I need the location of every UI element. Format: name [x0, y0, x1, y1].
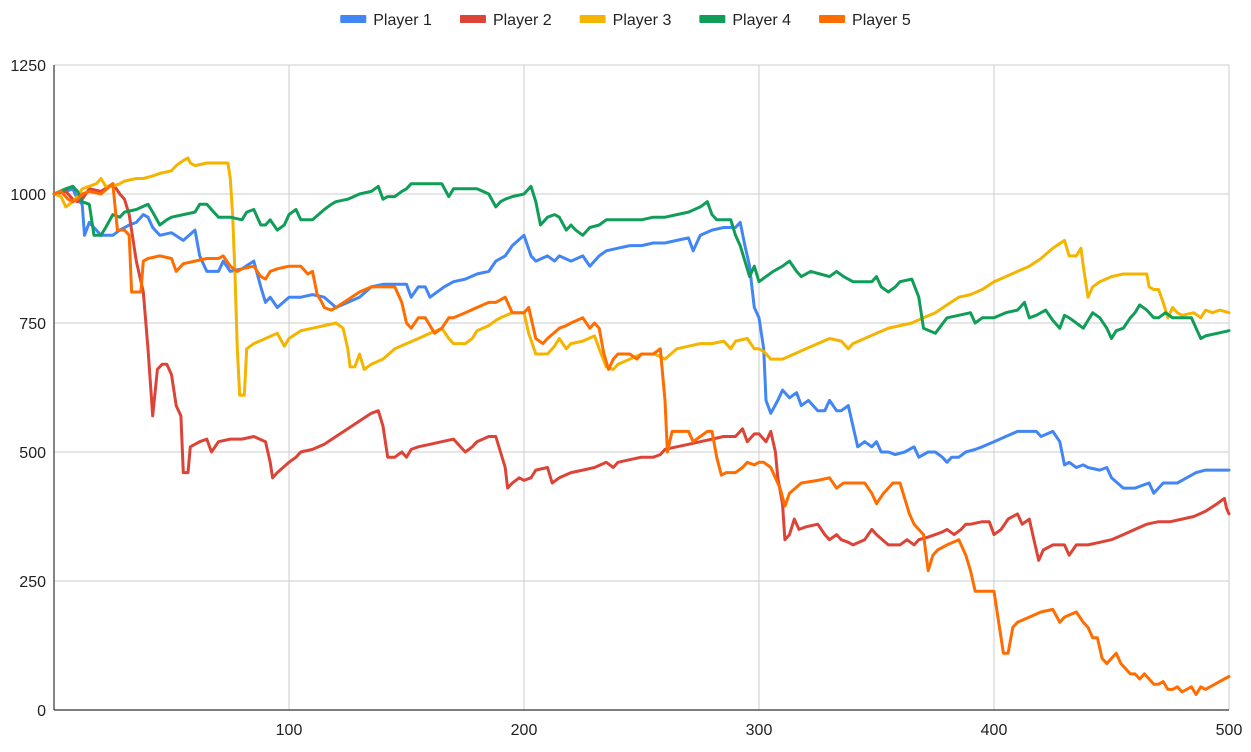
legend: Player 1 Player 2 Player 3 Player 4 Player 5	[340, 12, 911, 29]
x-tick-label: 400	[981, 722, 1008, 739]
series-line-player-2	[52, 182, 1231, 562]
legend-item-player-2[interactable]: Player 2	[459, 12, 552, 29]
x-tick-label: 300	[746, 722, 773, 739]
y-tick-label: 0	[37, 703, 46, 720]
legend-swatch	[819, 15, 846, 23]
legend-swatch	[699, 15, 726, 23]
legend-label: Player 2	[493, 12, 552, 29]
y-tick-label: 1250	[10, 58, 46, 75]
series-line-player-3	[52, 156, 1231, 397]
y-tick-label: 250	[19, 574, 46, 591]
legend-swatch	[459, 15, 486, 23]
legend-item-player-1[interactable]: Player 1	[340, 12, 432, 29]
y-tick-label: 750	[19, 316, 46, 333]
legend-item-player-3[interactable]: Player 3	[579, 12, 672, 29]
legend-item-player-4[interactable]: Player 4	[699, 12, 791, 29]
legend-label: Player 3	[613, 12, 672, 29]
x-tick-label: 100	[276, 722, 303, 739]
y-tick-label: 1000	[10, 187, 46, 204]
x-tick-label: 500	[1216, 722, 1243, 739]
y-tick-label: 500	[19, 445, 46, 462]
grid	[54, 64, 1230, 710]
legend-label: Player 5	[852, 12, 911, 29]
series-line-player-5	[52, 182, 1231, 696]
x-tick-label: 200	[511, 722, 538, 739]
legend-label: Player 1	[373, 12, 432, 29]
series-line-player-4	[52, 182, 1231, 340]
legend-swatch	[340, 15, 367, 23]
axes: 0 250 500 750 1000 1250 100 200 300 400 500	[10, 58, 1242, 739]
legend-item-player-5[interactable]: Player 5	[819, 12, 911, 29]
series-group	[52, 156, 1231, 696]
series-line-player-1	[52, 187, 1231, 495]
legend-swatch	[579, 15, 606, 23]
legend-label: Player 4	[732, 12, 791, 29]
